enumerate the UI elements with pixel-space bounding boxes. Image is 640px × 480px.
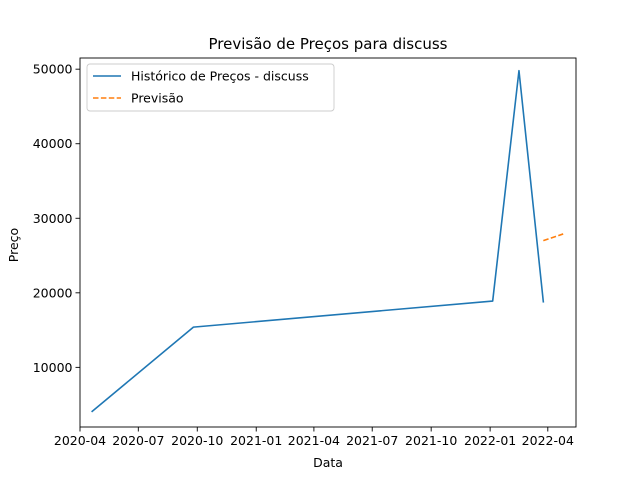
legend-label-1: Previsão [131,91,184,106]
y-tick-label-3: 40000 [33,136,73,151]
y-tick-label-2: 30000 [33,211,73,226]
axes: 2020-04 2020-07 2020-10 2021-01 2021-04 2021-… [33,57,577,448]
x-tick-label-0: 2020-04 [54,433,106,448]
y-tick-label-0: 10000 [33,360,73,375]
y-tick-label-4: 50000 [33,62,73,77]
series-line-0 [91,69,545,413]
legend-box [86,63,335,112]
axes-frame [79,57,577,428]
x-tick-label-3: 2021-01 [230,433,282,448]
x-tick-label-4: 2021-04 [288,433,340,448]
x-axis-label: Data [313,455,343,470]
legend-label-0: Histórico de Preços - discuss [131,69,309,84]
x-tick-label-2: 2020-10 [171,433,223,448]
x-tick-label-6: 2021-10 [405,433,457,448]
legend: Histórico de Preços - discuss Previsão [86,63,335,112]
series-line-1 [543,233,564,242]
chart-title: Previsão de Preços para discuss [209,35,448,53]
x-tick-label-5: 2021-07 [346,433,398,448]
y-tick-label-1: 20000 [33,285,73,300]
x-tick-label-7: 2022-01 [464,433,516,448]
x-tick-label-1: 2020-07 [112,433,164,448]
plot-area [91,69,564,413]
x-tick-label-8: 2022-04 [522,433,574,448]
y-axis-label: Preço [6,228,21,262]
